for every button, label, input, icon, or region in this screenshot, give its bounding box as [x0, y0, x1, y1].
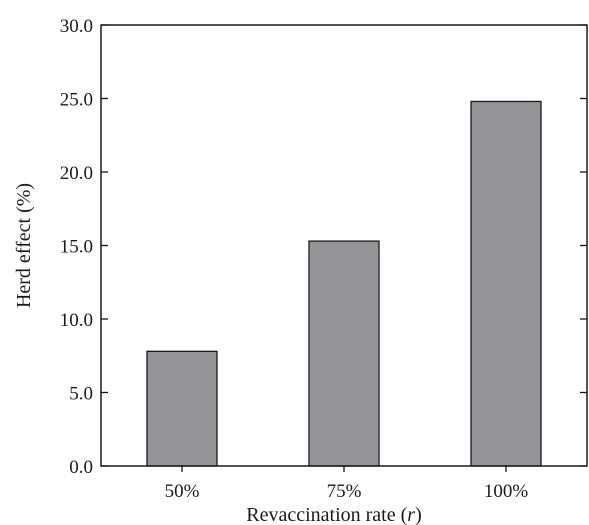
y-tick-label: 0.0	[69, 457, 93, 478]
bar-75pct	[308, 240, 380, 467]
x-axis-ticks: 50% 75% 100%	[165, 466, 529, 502]
y-tick-label: 30.0	[60, 16, 93, 37]
x-axis-label-text: Revaccination rate (	[246, 504, 407, 525]
x-tick-label: 50%	[165, 481, 200, 502]
bar-50pct	[146, 350, 218, 467]
x-tick-label: 75%	[327, 481, 362, 502]
y-tick-label: 5.0	[69, 384, 93, 405]
bar-100pct	[470, 100, 542, 467]
bars	[146, 100, 542, 467]
y-axis-label: Herd effect (%)	[13, 183, 35, 308]
x-axis-label-close: )	[415, 504, 422, 525]
y-tick-label: 10.0	[60, 310, 93, 331]
y-tick-label: 25.0	[60, 90, 93, 111]
x-axis-label-variable: r	[407, 504, 415, 525]
x-tick-label: 100%	[484, 481, 529, 502]
y-tick-label: 15.0	[60, 237, 93, 258]
y-tick-label: 20.0	[60, 163, 93, 184]
plot-frame	[100, 24, 588, 467]
x-axis-label: Revaccination rate (r)	[246, 504, 422, 525]
